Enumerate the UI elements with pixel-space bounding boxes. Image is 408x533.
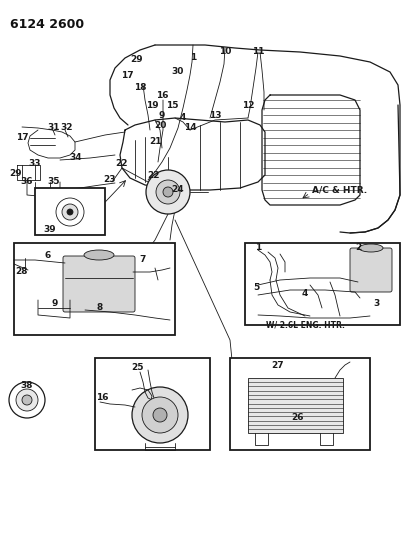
Text: 9: 9 xyxy=(159,111,165,120)
Circle shape xyxy=(67,209,73,215)
Text: 9: 9 xyxy=(52,298,58,308)
Ellipse shape xyxy=(359,244,383,252)
Text: 6124 2600: 6124 2600 xyxy=(10,18,84,31)
Text: 5: 5 xyxy=(253,284,259,293)
Text: 29: 29 xyxy=(10,168,22,177)
Text: 17: 17 xyxy=(121,70,133,79)
Text: 16: 16 xyxy=(96,393,108,402)
Text: 11: 11 xyxy=(252,47,264,56)
Text: 1: 1 xyxy=(255,244,261,253)
Text: 6: 6 xyxy=(45,252,51,261)
Text: 10: 10 xyxy=(219,47,231,56)
Text: 33: 33 xyxy=(29,158,41,167)
Circle shape xyxy=(16,389,38,411)
Text: 22: 22 xyxy=(147,172,159,181)
FancyBboxPatch shape xyxy=(350,248,392,292)
Bar xyxy=(230,358,370,450)
Text: 15: 15 xyxy=(166,101,178,110)
Text: 27: 27 xyxy=(272,361,284,370)
Text: 31: 31 xyxy=(48,124,60,133)
Text: 16: 16 xyxy=(156,92,168,101)
Text: 4: 4 xyxy=(302,288,308,297)
Text: 21: 21 xyxy=(150,136,162,146)
Text: 14: 14 xyxy=(184,124,196,133)
Text: 32: 32 xyxy=(61,124,73,133)
Text: 20: 20 xyxy=(154,122,166,131)
Text: 25: 25 xyxy=(132,364,144,373)
Circle shape xyxy=(163,187,173,197)
Circle shape xyxy=(156,180,180,204)
Circle shape xyxy=(142,397,178,433)
Text: 30: 30 xyxy=(172,68,184,77)
Circle shape xyxy=(153,408,167,422)
Text: 4: 4 xyxy=(180,114,186,123)
Circle shape xyxy=(62,204,78,220)
Bar xyxy=(248,378,343,433)
Text: W/ 2.6L ENG. HTR.: W/ 2.6L ENG. HTR. xyxy=(266,320,344,329)
Text: 29: 29 xyxy=(131,55,143,64)
Circle shape xyxy=(132,387,188,443)
Circle shape xyxy=(22,395,32,405)
Text: 13: 13 xyxy=(209,111,221,120)
Text: 3: 3 xyxy=(374,298,380,308)
Circle shape xyxy=(146,170,190,214)
Text: 24: 24 xyxy=(172,185,184,195)
Bar xyxy=(35,188,105,235)
Text: 35: 35 xyxy=(48,176,60,185)
Text: 34: 34 xyxy=(70,154,82,163)
Text: A/C & HTR.: A/C & HTR. xyxy=(312,185,367,195)
Text: 2: 2 xyxy=(355,244,361,253)
Text: 23: 23 xyxy=(104,175,116,184)
Circle shape xyxy=(9,382,45,418)
Text: 19: 19 xyxy=(146,101,158,110)
Ellipse shape xyxy=(84,250,114,260)
Text: 26: 26 xyxy=(292,414,304,423)
FancyBboxPatch shape xyxy=(63,256,135,312)
Text: 8: 8 xyxy=(97,303,103,312)
Text: 28: 28 xyxy=(16,268,28,277)
Text: 12: 12 xyxy=(242,101,254,110)
Text: 39: 39 xyxy=(44,225,56,235)
Text: 22: 22 xyxy=(115,158,127,167)
Bar xyxy=(245,243,400,325)
Text: 38: 38 xyxy=(21,381,33,390)
Text: 17: 17 xyxy=(16,133,28,142)
Text: 1: 1 xyxy=(190,52,196,61)
Bar xyxy=(95,358,210,450)
Circle shape xyxy=(56,198,84,226)
Text: 7: 7 xyxy=(140,255,146,264)
Text: 18: 18 xyxy=(134,84,146,93)
Bar xyxy=(14,243,175,335)
Text: 36: 36 xyxy=(21,176,33,185)
